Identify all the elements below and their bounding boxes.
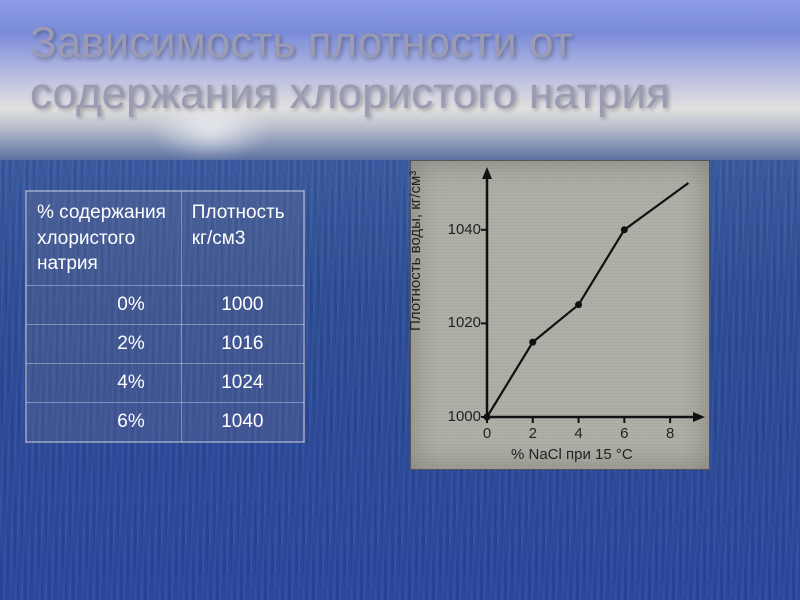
- cell-pct: 0%: [27, 285, 182, 324]
- cell-density: 1016: [181, 324, 303, 363]
- y-axis-label: Плотность воды, кг/см³: [407, 171, 424, 331]
- cell-pct: 2%: [27, 324, 182, 363]
- x-tick-label: 8: [660, 425, 680, 442]
- x-tick-label: 2: [523, 425, 543, 442]
- table-row: 2% 1016: [27, 324, 304, 363]
- data-table: % содержания хлористого натрия Плотность…: [25, 190, 305, 443]
- table-row: 6% 1040: [27, 402, 304, 441]
- x-tick-label: 6: [614, 425, 634, 442]
- cell-density: 1040: [181, 402, 303, 441]
- table-header-density: Плотность кг/см3: [181, 192, 303, 286]
- y-tick-label: 1020: [435, 314, 481, 331]
- cell-pct: 4%: [27, 363, 182, 402]
- table-row: 0% 1000: [27, 285, 304, 324]
- cell-density: 1000: [181, 285, 303, 324]
- x-tick-label: 0: [477, 425, 497, 442]
- table-row: 4% 1024: [27, 363, 304, 402]
- cell-density: 1024: [181, 363, 303, 402]
- slide-title: Зависимость плотности от содержания хлор…: [30, 18, 800, 119]
- cell-pct: 6%: [27, 402, 182, 441]
- y-tick-label: 1040: [435, 221, 481, 238]
- table-header-pct: % содержания хлористого натрия: [27, 192, 182, 286]
- density-chart: Плотность воды, кг/см³ % NaCl при 15 °С …: [410, 160, 710, 470]
- y-tick-label: 1000: [435, 408, 481, 425]
- x-axis-label: % NaCl при 15 °С: [511, 446, 633, 463]
- x-tick-label: 4: [569, 425, 589, 442]
